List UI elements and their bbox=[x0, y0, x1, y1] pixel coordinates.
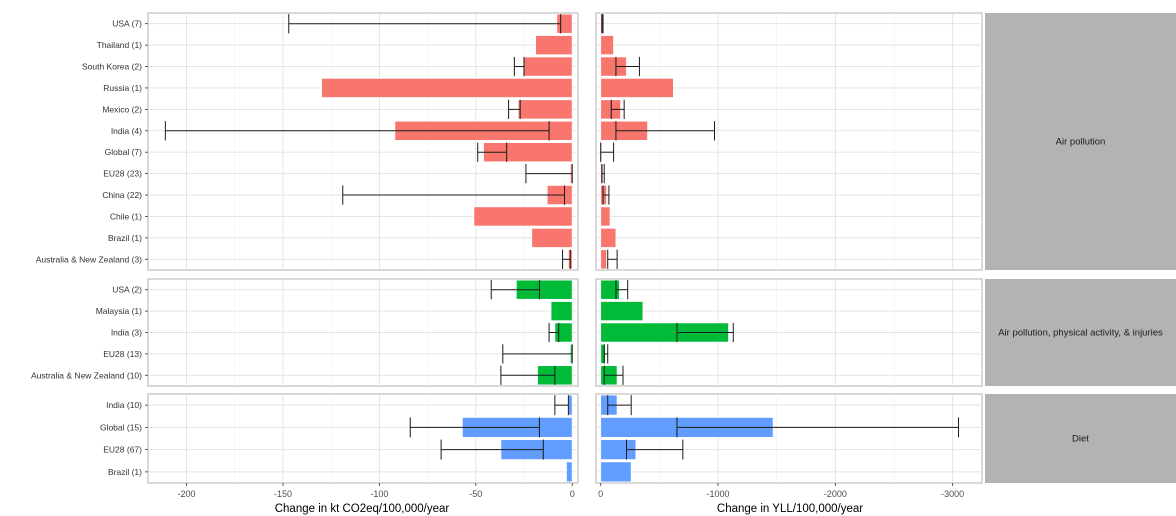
category-label: Brazil (1) bbox=[108, 467, 142, 477]
panel-border bbox=[595, 393, 983, 484]
category-label: USA (7) bbox=[112, 19, 142, 29]
bar-yll bbox=[600, 35, 614, 56]
facet-strip bbox=[985, 394, 1176, 483]
x-axis-title-yll: Change in YLL/100,000/year bbox=[717, 503, 863, 515]
category-label: Global (15) bbox=[100, 422, 142, 432]
panel-border bbox=[595, 12, 983, 271]
panel-border bbox=[147, 12, 579, 271]
bar-yll bbox=[600, 206, 611, 227]
facet-strip-label: Air pollution bbox=[1056, 137, 1106, 148]
bar-co2 bbox=[523, 56, 573, 77]
category-label: China (22) bbox=[102, 190, 142, 200]
x-tick-label: -100 bbox=[370, 489, 388, 499]
chart-panels: USA (7) Thailand (1) South Korea (2) Russia… bbox=[31, 12, 983, 499]
x-tick-label: -1000 bbox=[707, 489, 730, 499]
facet-strips: Air pollution Air pollution, physical act… bbox=[985, 13, 1176, 483]
panel-yll-0 bbox=[595, 12, 983, 271]
category-label: Brazil (1) bbox=[108, 233, 142, 243]
x-tick-label: -3000 bbox=[941, 489, 964, 499]
bar-co2 bbox=[535, 35, 573, 56]
facet-strip bbox=[985, 279, 1176, 386]
facet-strip bbox=[985, 13, 1176, 270]
category-label: EU28 (13) bbox=[103, 349, 142, 359]
bar-yll bbox=[600, 301, 644, 322]
bar-co2 bbox=[550, 301, 573, 322]
bar-co2 bbox=[321, 77, 573, 98]
bar-co2 bbox=[517, 99, 573, 120]
x-tick-label: -2000 bbox=[824, 489, 847, 499]
panel-border bbox=[147, 393, 579, 484]
x-tick-label: 0 bbox=[570, 489, 575, 499]
facet-strip-label: Diet bbox=[1072, 434, 1089, 445]
category-label: Australia & New Zealand (3) bbox=[36, 254, 142, 264]
bar-co2 bbox=[566, 461, 573, 483]
bar-yll bbox=[600, 249, 607, 270]
category-label: Mexico (2) bbox=[102, 104, 142, 114]
x-tick-label: 0 bbox=[598, 489, 603, 499]
x-axis-title-co2: Change in kt CO2eq/100,000/year bbox=[275, 503, 450, 515]
bar-yll bbox=[600, 77, 674, 98]
panel-co2-0: USA (7) Thailand (1) South Korea (2) Russia… bbox=[36, 12, 579, 271]
panel-yll-1 bbox=[595, 278, 983, 387]
category-label: India (3) bbox=[111, 328, 142, 338]
category-label: Thailand (1) bbox=[97, 40, 143, 50]
category-label: Australia & New Zealand (10) bbox=[31, 370, 142, 380]
x-tick-label: -150 bbox=[274, 489, 292, 499]
category-label: USA (2) bbox=[112, 285, 142, 295]
bar-co2 bbox=[567, 394, 573, 416]
bar-yll bbox=[600, 461, 632, 483]
category-label: Global (7) bbox=[105, 147, 142, 157]
x-tick-label: -50 bbox=[469, 489, 482, 499]
panel-co2-1: USA (2) Malaysia (1) India (3) EU28 (13) Aus… bbox=[31, 278, 579, 387]
category-label: India (10) bbox=[106, 400, 142, 410]
category-label: Malaysia (1) bbox=[96, 306, 142, 316]
category-label: EU28 (23) bbox=[103, 169, 142, 179]
bar-co2 bbox=[531, 227, 573, 248]
category-label: South Korea (2) bbox=[82, 62, 142, 72]
bar-co2 bbox=[473, 206, 573, 227]
bar-yll bbox=[600, 227, 617, 248]
facet-strip-label: Air pollution, physical activity, & inju… bbox=[998, 328, 1163, 339]
x-tick-label: -200 bbox=[178, 489, 196, 499]
panel-yll-2 bbox=[595, 393, 983, 484]
category-label: EU28 (67) bbox=[103, 445, 142, 455]
panel-co2-2: India (10) Global (15) EU28 (67) Brazil (1) bbox=[100, 393, 579, 484]
category-label: Russia (1) bbox=[103, 83, 142, 93]
category-label: India (4) bbox=[111, 126, 142, 136]
category-label: Chile (1) bbox=[110, 211, 142, 221]
